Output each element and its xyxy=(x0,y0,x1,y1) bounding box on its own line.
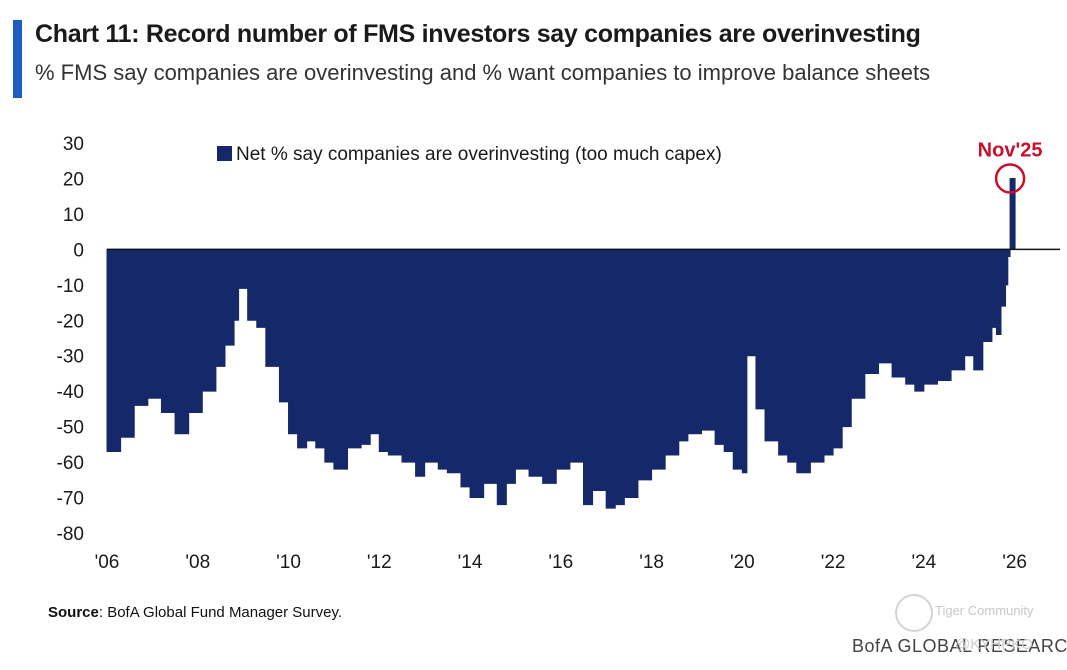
series-area xyxy=(106,177,1016,509)
x-tick-label: '10 xyxy=(276,552,301,573)
source-label: Source xyxy=(48,604,99,621)
y-tick-label: -80 xyxy=(57,524,84,545)
y-tick-label: -40 xyxy=(57,382,84,403)
x-tick-label: '24 xyxy=(911,552,936,573)
y-tick-label: -10 xyxy=(57,276,84,297)
y-tick-label: -60 xyxy=(57,453,84,474)
x-tick-label: '12 xyxy=(367,552,392,573)
annotation-circle xyxy=(994,163,1026,194)
x-tick-label: '18 xyxy=(639,552,664,573)
y-tick-label: -20 xyxy=(57,311,84,332)
y-tick-label: 20 xyxy=(63,169,84,190)
title-accent-bar xyxy=(13,20,22,98)
y-tick-label: -30 xyxy=(57,347,84,368)
chart-subtitle: % FMS say companies are overinvesting an… xyxy=(35,60,931,85)
tiger-logo-icon xyxy=(895,594,933,632)
x-tick-label: '20 xyxy=(730,552,755,573)
x-tick-label: '16 xyxy=(548,552,573,573)
y-tick-label: -70 xyxy=(57,489,84,510)
x-tick-label: '26 xyxy=(1002,552,1027,573)
y-tick-label: 10 xyxy=(63,205,84,226)
x-tick-label: '08 xyxy=(185,552,210,573)
x-tick-label: '14 xyxy=(458,552,483,573)
legend-label: Net % say companies are overinvesting (t… xyxy=(236,144,722,165)
x-tick-label: '22 xyxy=(821,552,846,573)
source-note: Source: BofA Global Fund Manager Survey. xyxy=(48,604,342,621)
y-tick-label: -50 xyxy=(57,418,84,439)
x-tick-label: '06 xyxy=(95,552,120,573)
y-tick-label: 30 xyxy=(63,134,84,155)
annotation-label: Nov'25 xyxy=(978,139,1043,161)
watermark: Tiger Community xyxy=(895,592,1045,632)
chart-title: Chart 11: Record number of FMS investors… xyxy=(35,20,921,48)
watermark-text: Tiger Community xyxy=(935,603,1034,618)
chart-area: 30 20 10 0 -10 -20 -30 -40 -50 -60 -70 -80 '06 '08 '10… xyxy=(57,134,1060,573)
watermark-handle: @KYHPKO xyxy=(955,636,1033,653)
legend-swatch xyxy=(217,146,232,161)
brand-label: BofA GLOBAL RESEARCH xyxy=(852,636,1067,656)
y-tick-label: 0 xyxy=(73,240,84,261)
source-text: : BofA Global Fund Manager Survey. xyxy=(98,604,343,621)
